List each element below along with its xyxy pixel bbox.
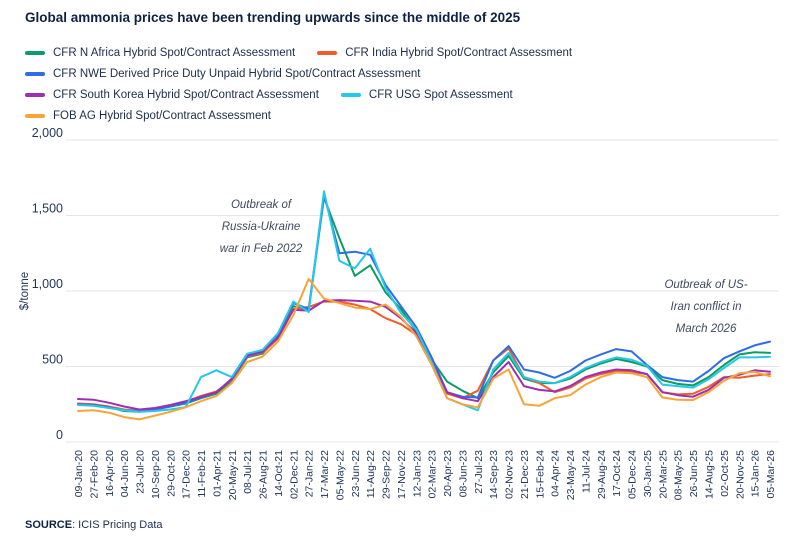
y-axis-title: $/tonne	[19, 272, 31, 310]
x-tick-label: 08-Jun-23	[457, 450, 469, 497]
x-tick-label: 04-Jun-20	[119, 450, 131, 497]
annotation-russia-ukraine: Outbreak of Russia-Ukraine war in Feb 20…	[181, 194, 341, 260]
legend-swatch	[25, 51, 45, 55]
legend-swatch	[25, 72, 45, 76]
x-tick-label: 23-Jun-22	[350, 450, 362, 497]
source-label: SOURCE	[25, 519, 73, 531]
x-tick-label: 26-Jun-25	[688, 450, 700, 497]
x-tick-label: 01-Apr-21	[211, 450, 223, 497]
x-tick-label: 29-Oct-20	[165, 450, 177, 497]
x-tick-label: 02-Nov-23	[504, 450, 516, 499]
legend-swatch	[25, 114, 45, 118]
x-tick-label: 15-Jan-26	[750, 450, 762, 497]
x-tick-label: 17-Oct-24	[611, 450, 623, 497]
x-tick-label: 12-Jan-23	[411, 450, 423, 497]
y-tick-label: 500	[42, 353, 63, 367]
x-tick-label: 26-Aug-21	[258, 450, 270, 499]
legend-label: CFR NWE Derived Price Duty Unpaid Hybrid…	[53, 68, 421, 80]
x-tick-label: 10-Sep-20	[150, 450, 162, 499]
annotation-line: Outbreak of US-	[664, 279, 748, 291]
x-tick-label: 05-May-22	[334, 450, 346, 500]
x-tick-label: 27-Feb-20	[88, 450, 100, 499]
legend: CFR N Africa Hybrid Spot/Contract Assess…	[25, 47, 572, 131]
x-tick-label: 27-Jan-22	[304, 450, 316, 497]
y-tick-label: 0	[56, 428, 63, 442]
y-tick-label: 1,000	[32, 277, 63, 291]
annotation-line: Iran conflict in	[670, 301, 742, 313]
source-caption: SOURCE: ICIS Pricing Data	[25, 519, 163, 531]
legend-row: CFR N Africa Hybrid Spot/Contract Assess…	[25, 47, 572, 59]
x-tick-label: 21-Dec-23	[519, 450, 531, 499]
legend-row: CFR NWE Derived Price Duty Unpaid Hybrid…	[25, 68, 572, 80]
y-tick-label: 2,000	[32, 126, 63, 140]
source-text: : ICIS Pricing Data	[72, 519, 163, 531]
x-tick-label: 17-Mar-22	[319, 450, 331, 499]
x-tick-label: 04-Apr-24	[550, 450, 562, 497]
x-tick-label: 23-May-24	[565, 450, 577, 500]
legend-label: FOB AG Hybrid Spot/Contract Assessment	[53, 110, 271, 122]
x-tick-label: 11-Aug-22	[365, 450, 377, 498]
legend-row: CFR South Korea Hybrid Spot/Contract Ass…	[25, 89, 572, 101]
annotation-line: March 2026	[675, 323, 737, 335]
legend-item: CFR USG Spot Assessment	[340, 89, 513, 101]
y-tick-label: 1,500	[32, 202, 63, 216]
x-tick-label: 14-Aug-25	[703, 450, 715, 499]
x-tick-label: 20-May-21	[227, 450, 239, 500]
x-tick-label: 29-Aug-24	[596, 450, 608, 499]
annotation-line: Russia-Ukraine	[221, 221, 301, 233]
x-tick-label: 15-Feb-24	[534, 450, 546, 499]
legend-item: CFR N Africa Hybrid Spot/Contract Assess…	[25, 47, 295, 59]
x-tick-label: 27-Jul-23	[473, 450, 485, 494]
legend-item: CFR NWE Derived Price Duty Unpaid Hybrid…	[25, 68, 420, 80]
x-tick-label: 17-Nov-22	[396, 450, 408, 499]
legend-label: CFR India Hybrid Spot/Contract Assessmen…	[345, 47, 573, 59]
legend-label: CFR N Africa Hybrid Spot/Contract Assess…	[53, 47, 296, 59]
annotation-line: war in Feb 2022	[219, 243, 303, 255]
x-tick-label: 11-Jul-24	[580, 450, 592, 493]
annotation-us-iran: Outbreak of US- Iran conflict in March 2…	[635, 274, 777, 340]
annotation-line: Outbreak of	[230, 199, 292, 211]
x-tick-label: 23-Jul-20	[135, 450, 147, 494]
legend-item: FOB AG Hybrid Spot/Contract Assessment	[25, 110, 271, 122]
x-tick-label: 17-Dec-20	[181, 450, 193, 499]
x-tick-label: 16-Apr-20	[104, 450, 116, 497]
legend-swatch	[340, 93, 361, 97]
legend-item: CFR South Korea Hybrid Spot/Contract Ass…	[25, 89, 319, 101]
series-line-4	[77, 190, 771, 413]
legend-row: FOB AG Hybrid Spot/Contract Assessment	[25, 110, 572, 122]
page-title: Global ammonia prices have been trending…	[25, 10, 521, 25]
x-tick-label: 14-Sep-23	[488, 450, 500, 499]
legend-label: CFR South Korea Hybrid Spot/Contract Ass…	[53, 89, 319, 101]
series-line-5	[77, 277, 771, 421]
x-tick-label: 02-Mar-23	[427, 450, 439, 499]
x-tick-label: 08-May-25	[673, 450, 685, 500]
x-tick-label: 02-Oct-25	[719, 450, 731, 497]
x-tick-label: 29-Sep-22	[381, 450, 393, 499]
x-tick-label: 02-Dec-21	[288, 450, 300, 499]
legend-item: CFR India Hybrid Spot/Contract Assessmen…	[317, 47, 572, 59]
x-tick-label: 08-Jul-21	[242, 450, 254, 494]
x-tick-label: 20-Nov-25	[734, 450, 746, 499]
x-tick-label: 30-Jan-25	[642, 450, 654, 497]
x-tick-label: 09-Jan-20	[73, 450, 85, 497]
legend-label: CFR USG Spot Assessment	[368, 89, 513, 101]
legend-swatch	[25, 93, 45, 97]
x-tick-label: 05-Dec-24	[627, 450, 639, 499]
x-tick-label: 11-Feb-21	[196, 450, 208, 498]
series-line-2	[77, 193, 771, 412]
legend-swatch	[317, 51, 338, 55]
x-tick-label: 14-Oct-21	[273, 450, 285, 497]
x-tick-label: 20-Mar-25	[657, 450, 669, 499]
x-tick-label: 05-Mar-26	[765, 450, 777, 499]
x-tick-label: 20-Apr-23	[442, 450, 454, 497]
